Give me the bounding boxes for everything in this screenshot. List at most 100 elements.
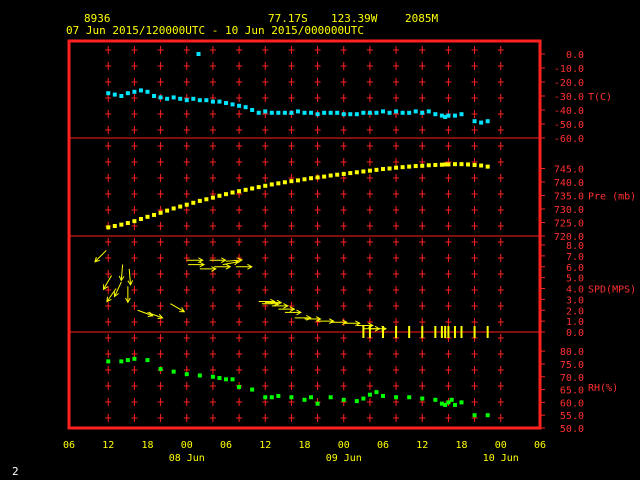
pressure-point bbox=[210, 195, 215, 200]
y-axis-label: SPD(MPS) bbox=[588, 285, 636, 296]
wind-arrow-shaft bbox=[94, 250, 107, 263]
wind-arrow bbox=[304, 316, 322, 322]
header-range: 07 Jun 2015/120000UTC - 10 Jun 2015/0000… bbox=[66, 24, 365, 37]
header-elev: 2085M bbox=[405, 12, 439, 25]
temperature-point bbox=[322, 110, 327, 115]
wind-arrow-head bbox=[179, 307, 186, 313]
wind-arrow-head bbox=[225, 263, 232, 270]
y-tick-label: 735.0 bbox=[554, 192, 584, 203]
temperature-point bbox=[184, 98, 189, 103]
header-station: 8936 bbox=[84, 12, 111, 25]
pressure-point bbox=[387, 166, 392, 171]
temperature-point bbox=[119, 94, 124, 98]
humidity-point bbox=[341, 397, 346, 402]
temperature-point bbox=[158, 95, 163, 100]
wind-arrow bbox=[106, 288, 117, 303]
wind-arrow-head bbox=[199, 261, 206, 268]
pressure-point bbox=[452, 162, 457, 167]
wind-arrow-head bbox=[118, 275, 125, 282]
wind-arrow-shaft bbox=[170, 303, 185, 313]
humidity-point bbox=[119, 359, 124, 364]
y-tick-label: 50.0 bbox=[560, 424, 584, 435]
footer-label: 2 bbox=[12, 465, 19, 478]
humidity-point bbox=[197, 373, 202, 378]
pressure-point bbox=[269, 182, 274, 187]
pressure-point bbox=[119, 222, 124, 227]
temperature-point bbox=[459, 112, 464, 117]
pressure-point bbox=[178, 204, 183, 209]
pressure-point bbox=[407, 164, 412, 169]
x-tick-label: 06 bbox=[377, 440, 389, 451]
temperature-point bbox=[145, 89, 150, 94]
temperature-point bbox=[381, 109, 385, 114]
pressure-point bbox=[309, 176, 314, 181]
temperature-point bbox=[413, 109, 418, 114]
header-lon: 123.39W bbox=[331, 12, 378, 25]
pressure-point bbox=[479, 163, 484, 168]
y-tick-label: 0.0 bbox=[566, 50, 584, 61]
pressure-point bbox=[289, 179, 294, 184]
temperature-point bbox=[276, 110, 281, 115]
wind-arrow-head bbox=[342, 319, 348, 326]
wind-arrow-head bbox=[328, 318, 335, 324]
wind-arrow bbox=[94, 250, 107, 263]
temperature-point bbox=[132, 89, 137, 94]
wind-arrow bbox=[102, 275, 112, 291]
humidity-point bbox=[224, 377, 228, 382]
y-tick-label: 5.0 bbox=[566, 274, 584, 285]
temperature-point bbox=[269, 110, 274, 115]
wind-arrow-head bbox=[113, 291, 119, 298]
wind-arrow-head bbox=[125, 297, 131, 304]
humidity-point bbox=[472, 413, 477, 418]
wind-arrow-head bbox=[102, 284, 109, 291]
wind-arrow-head bbox=[273, 300, 280, 307]
humidity-point bbox=[315, 401, 320, 406]
pressure-point bbox=[443, 162, 448, 167]
pressure-point bbox=[237, 189, 242, 194]
pressure-point bbox=[485, 164, 490, 169]
humidity-point bbox=[446, 400, 451, 405]
humidity-point bbox=[158, 367, 163, 372]
y-axis-label: T(C) bbox=[588, 92, 612, 103]
y-tick-label: -40.0 bbox=[554, 106, 584, 117]
wind-arrow bbox=[199, 266, 217, 272]
humidity-point bbox=[237, 385, 242, 389]
pressure-point bbox=[361, 169, 366, 174]
pressure-point bbox=[472, 162, 477, 167]
wind-arrow bbox=[170, 303, 186, 313]
x-date-label: 09 Jun bbox=[326, 453, 362, 464]
humidity-point bbox=[302, 397, 307, 402]
wind-arrow bbox=[317, 318, 335, 324]
humidity-point bbox=[145, 358, 150, 363]
pressure-point bbox=[165, 208, 170, 213]
pressure-point bbox=[459, 162, 464, 167]
temperature-point bbox=[472, 119, 477, 124]
temperature-point bbox=[295, 109, 300, 114]
y-tick-label: 745.0 bbox=[554, 165, 584, 176]
temperature-point bbox=[407, 110, 412, 115]
wind-arrow-head bbox=[306, 315, 312, 321]
humidity-point bbox=[230, 377, 235, 382]
wind-arrow bbox=[113, 281, 122, 298]
temperature-point bbox=[452, 113, 457, 118]
wind-arrow-shaft bbox=[222, 261, 239, 266]
pressure-point bbox=[328, 173, 333, 178]
wind-arrow bbox=[271, 303, 289, 309]
y-tick-label: -50.0 bbox=[554, 120, 584, 131]
pressure-point bbox=[420, 163, 425, 168]
pressure-point bbox=[191, 200, 196, 205]
humidity-point bbox=[420, 396, 425, 401]
y-tick-label: 730.0 bbox=[554, 205, 584, 216]
wind-arrow-shaft bbox=[114, 281, 122, 297]
wind-arrow-head bbox=[247, 263, 253, 270]
temperature-point bbox=[374, 110, 379, 115]
pressure-point bbox=[348, 171, 353, 176]
pressure-point bbox=[394, 165, 399, 170]
pressure-point bbox=[256, 185, 261, 190]
humidity-point bbox=[367, 392, 372, 397]
temperature-point bbox=[443, 115, 448, 119]
y-tick-label: 6.0 bbox=[566, 263, 584, 274]
x-tick-label: 12 bbox=[416, 440, 428, 451]
temperature-point bbox=[400, 110, 405, 115]
